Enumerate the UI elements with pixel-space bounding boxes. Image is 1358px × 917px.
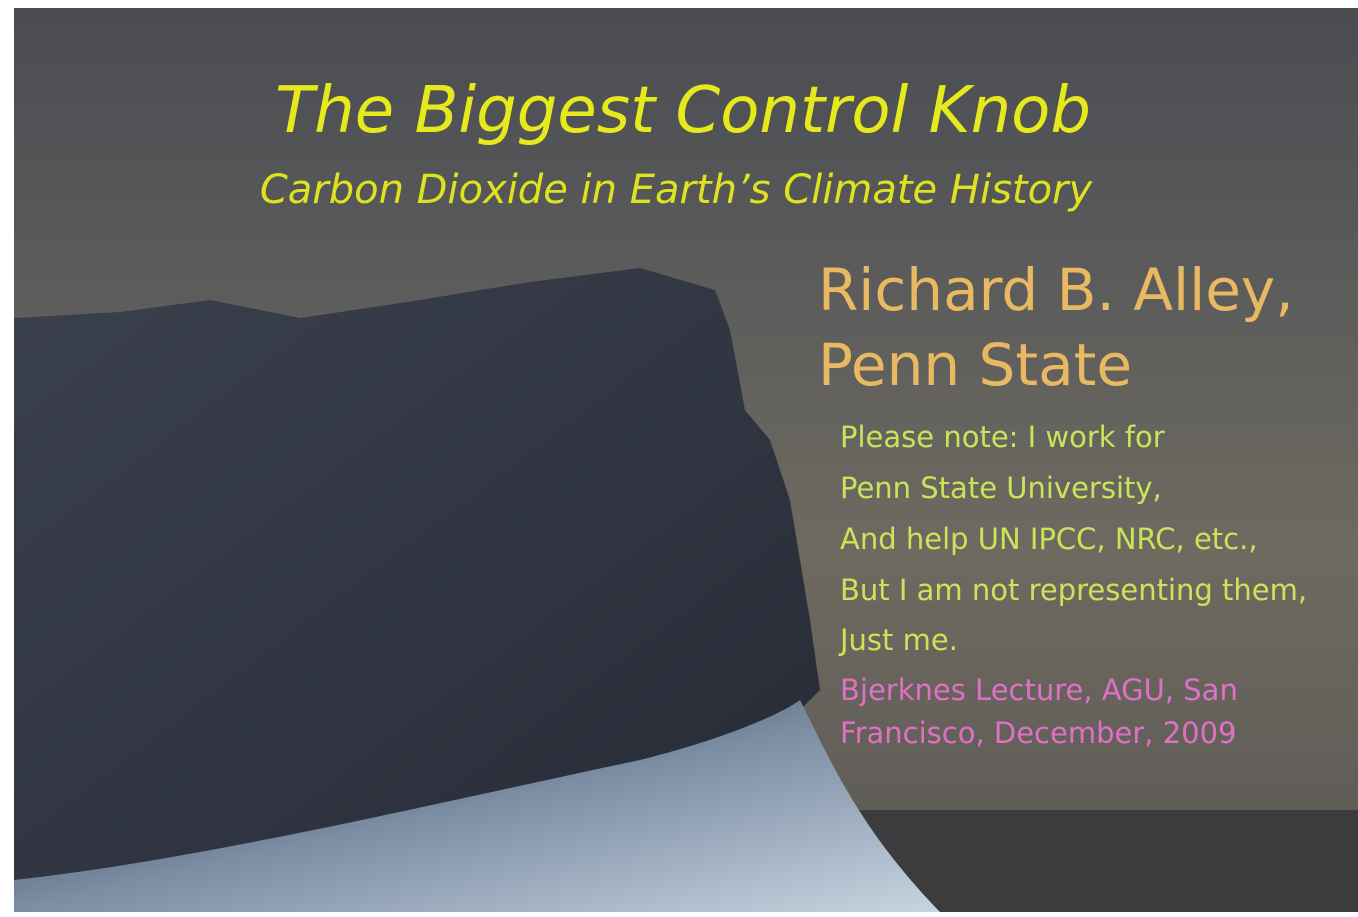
snow-slope bbox=[14, 700, 940, 912]
note-line: And help UN IPCC, NRC, etc., bbox=[840, 522, 1258, 556]
note-line: Please note: I work for bbox=[840, 420, 1165, 454]
lecture-line: Bjerknes Lecture, AGU, San bbox=[840, 673, 1238, 707]
note-line: Just me. bbox=[838, 623, 958, 657]
author-line: Richard B. Alley, bbox=[818, 256, 1294, 324]
title: The Biggest Control Knob bbox=[275, 74, 1091, 148]
note-line: Penn State University, bbox=[840, 471, 1162, 505]
subtitle: Carbon Dioxide in Earth’s Climate Histor… bbox=[260, 167, 1094, 213]
note-line: But I am not representing them, bbox=[840, 573, 1307, 607]
iceberg bbox=[14, 268, 820, 880]
lecture-line: Francisco, December, 2009 bbox=[840, 716, 1237, 750]
author-line: Penn State bbox=[818, 331, 1132, 399]
